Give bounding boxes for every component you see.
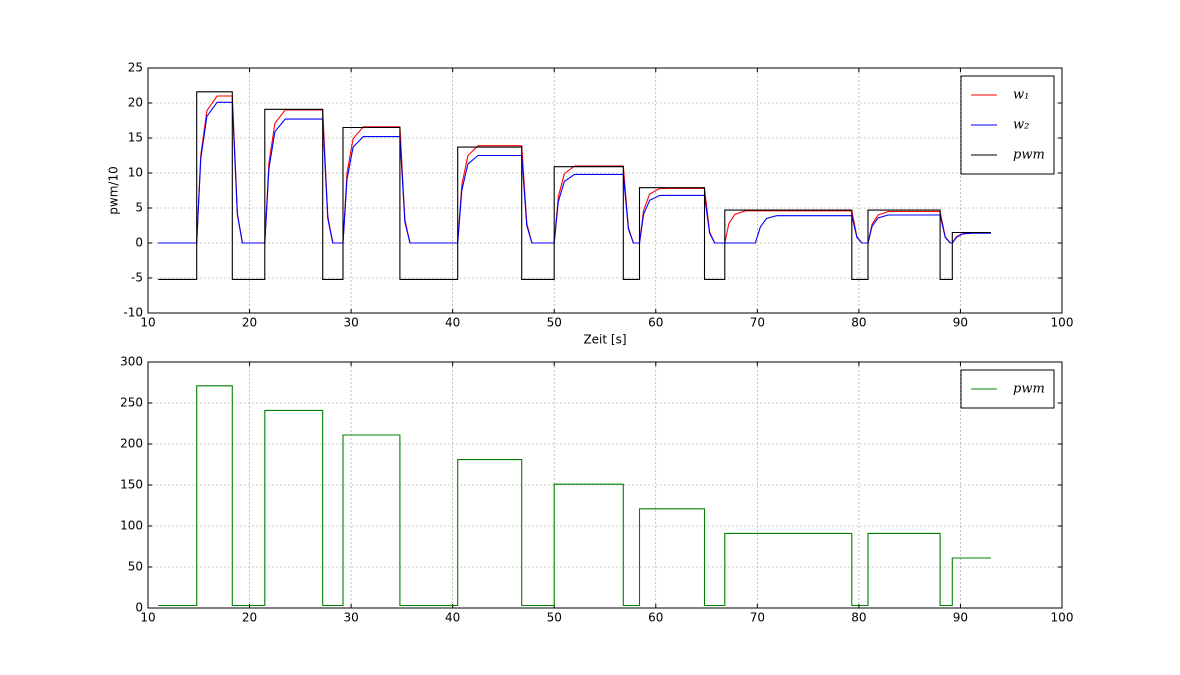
x-tick-label: 100 — [1051, 611, 1074, 625]
x-tick-label: 60 — [648, 316, 663, 330]
x-tick-label: 60 — [648, 611, 663, 625]
y-tick-label: 15 — [128, 131, 143, 145]
x-tick-label: 90 — [953, 316, 968, 330]
y-tick-label: 50 — [128, 560, 143, 574]
x-tick-label: 40 — [445, 316, 460, 330]
x-tick-label: 20 — [242, 316, 257, 330]
x-tick-label: 70 — [750, 316, 765, 330]
y-tick-label: 0 — [135, 601, 143, 615]
y-tick-label: 200 — [120, 437, 143, 451]
series-line — [158, 95, 991, 244]
y-tick-label: 0 — [135, 236, 143, 250]
x-tick-label: 10 — [140, 611, 155, 625]
y-tick-label: 20 — [128, 96, 143, 110]
series-line — [158, 91, 991, 280]
legend-label: pwm — [1013, 382, 1045, 397]
x-axis-label: Zeit [s] — [583, 333, 626, 347]
y-tick-label: 5 — [135, 201, 143, 215]
x-tick-label: 40 — [445, 611, 460, 625]
y-tick-label: 100 — [120, 519, 143, 533]
x-tick-label: 80 — [851, 611, 866, 625]
x-tick-label: 50 — [547, 611, 562, 625]
x-tick-label: 10 — [140, 316, 155, 330]
legend: pwm — [960, 369, 1055, 409]
y-tick-label: 250 — [120, 396, 143, 410]
x-tick-label: 100 — [1051, 316, 1074, 330]
y-tick-label: 25 — [128, 61, 143, 75]
y-tick-label: -5 — [131, 271, 143, 285]
y-axis-label: pwm/10 — [107, 166, 121, 214]
x-tick-label: 80 — [851, 316, 866, 330]
legend-label: w₁ — [1013, 88, 1029, 103]
y-tick-label: 300 — [120, 355, 143, 369]
series-line — [158, 101, 991, 244]
legend-label: w₂ — [1013, 118, 1029, 133]
x-tick-label: 30 — [343, 316, 358, 330]
x-tick-label: 90 — [953, 611, 968, 625]
x-tick-label: 70 — [750, 611, 765, 625]
y-tick-label: 10 — [128, 166, 143, 180]
legend: w₁ w₂ pwm — [960, 75, 1055, 175]
x-tick-label: 50 — [547, 316, 562, 330]
y-tick-label: 150 — [120, 478, 143, 492]
series-line — [158, 385, 991, 607]
x-tick-label: 30 — [343, 611, 358, 625]
legend-label: pwm — [1013, 148, 1045, 163]
x-tick-label: 20 — [242, 611, 257, 625]
plot-frame — [147, 67, 1063, 314]
y-tick-label: -10 — [123, 306, 143, 320]
plot-frame — [147, 361, 1063, 609]
